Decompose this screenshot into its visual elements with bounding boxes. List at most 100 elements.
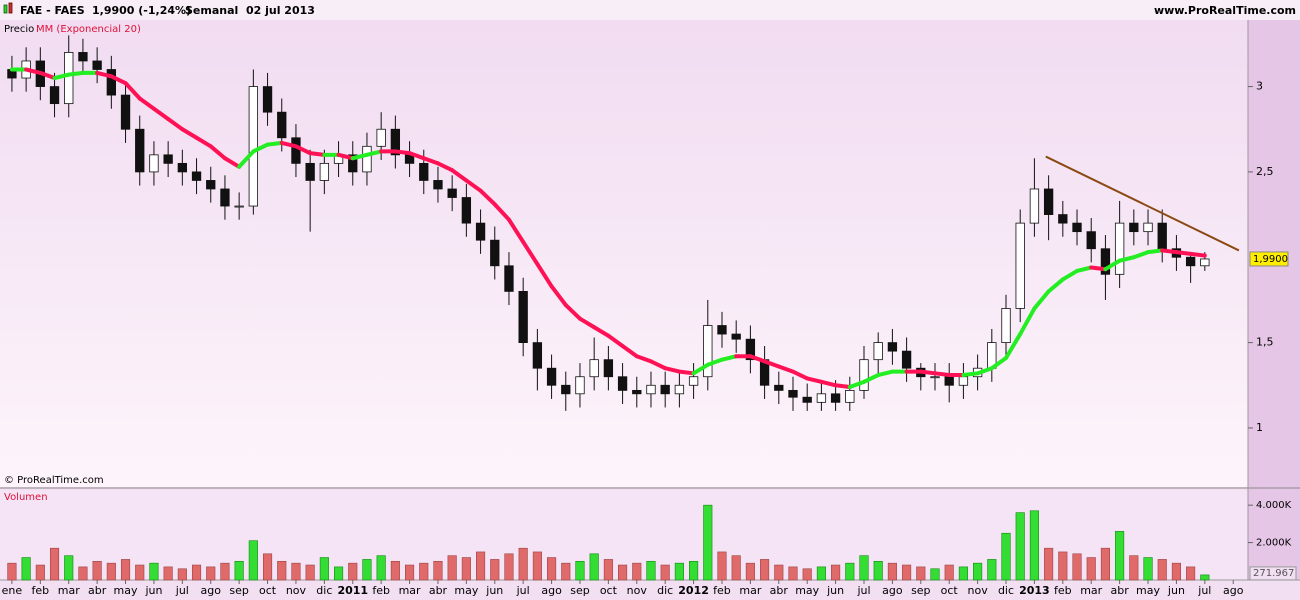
ema-segment (1146, 248, 1165, 255)
volume-bar (206, 566, 216, 581)
ema-segment (109, 74, 128, 86)
candle-body (475, 222, 486, 241)
volume-bar (703, 504, 713, 581)
ema-segment (634, 354, 653, 364)
candle-body (845, 389, 855, 403)
ema-segment (180, 127, 199, 140)
candle-body (206, 180, 216, 190)
x-tick-label: nov (968, 584, 989, 597)
volume-bar (902, 564, 912, 581)
candle-body (362, 145, 372, 173)
volume-bar (532, 551, 542, 581)
x-tick-label: 2013 (1019, 584, 1050, 597)
ema-segment (790, 369, 810, 381)
candle-body (774, 384, 784, 391)
candle-body (262, 86, 273, 113)
volume-bar (21, 557, 31, 581)
ema-segment (24, 67, 43, 75)
x-tick-label: may (454, 584, 478, 597)
ema-segment (535, 262, 554, 289)
volume-bar (618, 564, 628, 581)
ema-segment (819, 379, 838, 388)
x-tick-label: jun (1167, 584, 1185, 597)
ema-segment (933, 371, 952, 378)
x-tick-label: ago (541, 584, 562, 597)
volume-bar (674, 562, 684, 581)
ema-segment (95, 70, 114, 79)
ema-segment (279, 140, 298, 149)
volume-bar (944, 564, 954, 581)
ema-segment (805, 376, 824, 384)
x-tick-label: nov (286, 584, 307, 597)
volume-bar (447, 555, 457, 581)
volume-bar (802, 568, 812, 581)
ema-segment (989, 355, 1009, 371)
symbol: FAE - FAES (20, 4, 85, 17)
ema-segment (762, 359, 781, 369)
volume-bar (348, 562, 358, 581)
volume-bar (277, 560, 287, 581)
ema-segment (663, 366, 682, 374)
candle-body (1185, 256, 1196, 267)
candle-body (149, 154, 159, 173)
volume-bar (1157, 559, 1167, 581)
volume-bar (1200, 574, 1210, 581)
candle-body (106, 69, 116, 96)
x-tick-label: ago (1223, 584, 1244, 597)
candle-body (433, 180, 443, 190)
volume-bar (873, 560, 883, 581)
site: www.ProRealTime.com (1154, 4, 1296, 17)
ema-segment (975, 366, 994, 376)
volume-bar (305, 564, 315, 581)
x-tick-label: feb (372, 584, 390, 597)
x-tick-label: feb (1054, 584, 1072, 597)
x-tick-label: jun (485, 584, 503, 597)
ema-segment (52, 72, 71, 81)
y-tick-label: 2,5 (1256, 165, 1274, 178)
candle-body (1200, 258, 1210, 267)
candle-body (1129, 222, 1139, 233)
candle-body (1058, 214, 1068, 224)
ema-segment (691, 362, 710, 376)
candle-body (859, 359, 869, 391)
x-tick-label: jun (826, 584, 844, 597)
candle-body (120, 94, 131, 130)
candle-body (419, 162, 429, 181)
ema-segment (1018, 306, 1037, 337)
ema-segment (492, 202, 511, 222)
volume-bar (191, 564, 202, 581)
candle-body (1157, 222, 1167, 250)
candle-body (1072, 222, 1082, 233)
candle-body (518, 290, 528, 343)
y-tick-label: 3 (1256, 80, 1263, 93)
candle-body (163, 154, 173, 164)
ema-segment (1160, 248, 1179, 255)
volume-bar (731, 555, 741, 581)
candle-body (703, 325, 713, 378)
volume-bar (35, 564, 45, 581)
volume-bar (575, 560, 585, 581)
volume-bar (547, 557, 557, 581)
volume-bar (461, 557, 471, 581)
candle-body (958, 376, 969, 386)
candle-body (546, 367, 557, 386)
volume-bar (1058, 551, 1068, 581)
ema-segment (350, 152, 369, 161)
volume-bar (1086, 557, 1096, 581)
ema-segment (1046, 277, 1065, 294)
candle-body (1100, 248, 1111, 275)
volume-bar (49, 547, 60, 581)
x-tick-label: mar (1080, 584, 1102, 597)
candle-body (617, 376, 628, 391)
volume-bar (518, 547, 528, 581)
candle-body (816, 393, 827, 403)
ema-segment (847, 379, 866, 389)
header-bar (0, 0, 1300, 20)
candle-body (717, 325, 727, 335)
ema-segment (123, 81, 142, 101)
volume-bar (419, 562, 429, 581)
x-tick-label: dic (998, 584, 1014, 597)
candle-body (504, 265, 514, 292)
volume-bar (149, 562, 159, 581)
volume-bar (64, 555, 74, 581)
